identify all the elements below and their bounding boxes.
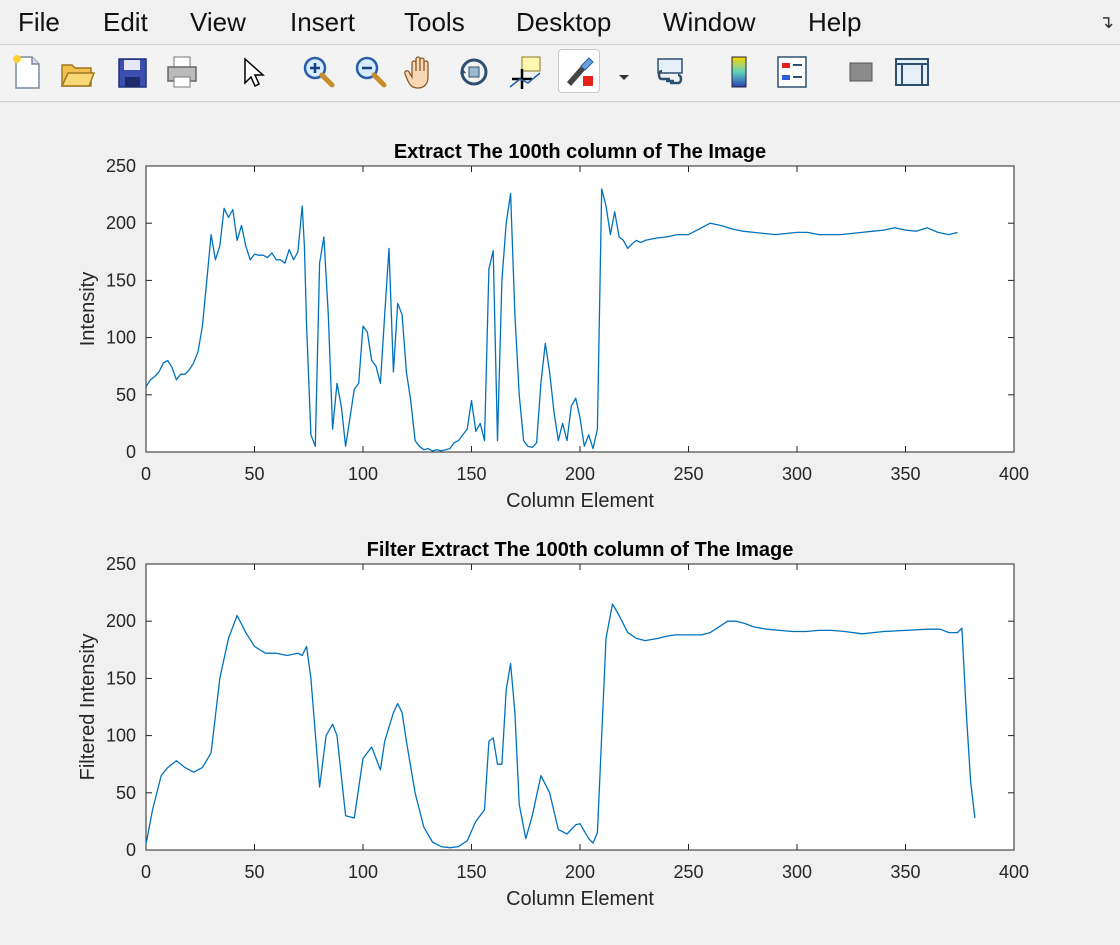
menu-view[interactable]: View (190, 7, 246, 37)
x-tick-label: 100 (348, 464, 378, 484)
x-tick-label: 0 (141, 464, 151, 484)
colorbar-icon[interactable] (720, 51, 760, 93)
pointer-icon[interactable] (232, 51, 272, 93)
chart-title: Filter Extract The 100th column of The I… (367, 539, 794, 561)
y-tick-label: 200 (106, 611, 136, 631)
y-tick-label: 150 (106, 668, 136, 688)
data-cursor-icon[interactable] (506, 51, 546, 93)
y-tick-label: 250 (106, 156, 136, 176)
x-tick-label: 400 (999, 862, 1029, 882)
brush-icon[interactable] (558, 49, 600, 93)
print-icon[interactable] (162, 51, 202, 93)
x-tick-label: 0 (141, 862, 151, 882)
y-tick-label: 50 (116, 385, 136, 405)
x-tick-label: 100 (348, 862, 378, 882)
x-tick-label: 50 (244, 862, 264, 882)
zoom-out-icon[interactable] (350, 51, 390, 93)
menu-edit[interactable]: Edit (103, 7, 148, 37)
figure-toolbar (0, 45, 1120, 102)
dock-arrow-icon[interactable]: ↴ (1098, 12, 1114, 32)
y-tick-label: 0 (126, 442, 136, 462)
menu-help[interactable]: Help (808, 7, 862, 37)
y-axis-label: Filtered Intensity (77, 634, 99, 781)
x-tick-label: 150 (456, 862, 486, 882)
plot-area[interactable] (145, 563, 1015, 851)
axes-2: 0 50 100 150 200 250 300 350 400 0 50 100 150 200 250 F… (77, 539, 1029, 910)
x-axis-label: Column Element (506, 490, 654, 512)
x-tick-label: 250 (673, 464, 703, 484)
rotate-3d-icon[interactable] (454, 51, 494, 93)
x-tick-label: 50 (244, 464, 264, 484)
y-tick-label: 200 (106, 213, 136, 233)
open-file-icon[interactable] (57, 51, 97, 93)
x-tick-label: 350 (890, 464, 920, 484)
x-tick-label: 300 (782, 862, 812, 882)
series-line[interactable] (145, 188, 958, 452)
save-icon[interactable] (112, 51, 152, 93)
y-tick-label: 150 (106, 270, 136, 290)
menu-tools[interactable]: Tools (404, 7, 465, 37)
y-axis-label: Intensity (77, 272, 99, 346)
y-tick-label: 0 (126, 840, 136, 860)
menu-insert[interactable]: Insert (290, 7, 356, 37)
x-tick-label: 150 (456, 464, 486, 484)
menu-bar: File Edit View Insert Tools Desktop Wind… (0, 0, 1120, 45)
pan-icon[interactable] (402, 51, 442, 93)
menu-file[interactable]: File (18, 7, 60, 37)
plot-area[interactable] (145, 165, 1015, 453)
x-tick-label: 350 (890, 862, 920, 882)
series-line[interactable] (145, 603, 976, 849)
legend-icon[interactable] (772, 51, 812, 93)
figure-area: 0 50 100 150 200 250 300 350 400 0 50 100 150 200 250 E… (0, 102, 1120, 940)
menu-window[interactable]: Window (663, 7, 756, 37)
figure-canvas: 0 50 100 150 200 250 300 350 400 0 50 100 150 200 250 E… (77, 141, 1029, 910)
show-plot-tools-icon[interactable] (892, 51, 932, 93)
y-tick-label: 100 (106, 328, 136, 348)
x-tick-label: 250 (673, 862, 703, 882)
y-tick-label: 50 (116, 783, 136, 803)
axes-1: 0 50 100 150 200 250 300 350 400 0 50 100 150 200 250 E… (77, 141, 1029, 512)
y-tick-label: 250 (106, 554, 136, 574)
hide-plot-tools-icon[interactable] (842, 51, 882, 93)
x-axis-label: Column Element (506, 888, 654, 910)
new-figure-icon[interactable] (7, 51, 47, 93)
zoom-in-icon[interactable] (298, 51, 338, 93)
x-tick-label: 300 (782, 464, 812, 484)
link-plot-icon[interactable] (650, 51, 690, 93)
menu-desktop[interactable]: Desktop (516, 7, 612, 37)
x-tick-label: 200 (565, 464, 595, 484)
dropdown-arrow-icon[interactable] (604, 51, 629, 93)
chart-title: Extract The 100th column of The Image (394, 141, 766, 163)
x-tick-label: 200 (565, 862, 595, 882)
x-tick-label: 400 (999, 464, 1029, 484)
y-tick-label: 100 (106, 726, 136, 746)
